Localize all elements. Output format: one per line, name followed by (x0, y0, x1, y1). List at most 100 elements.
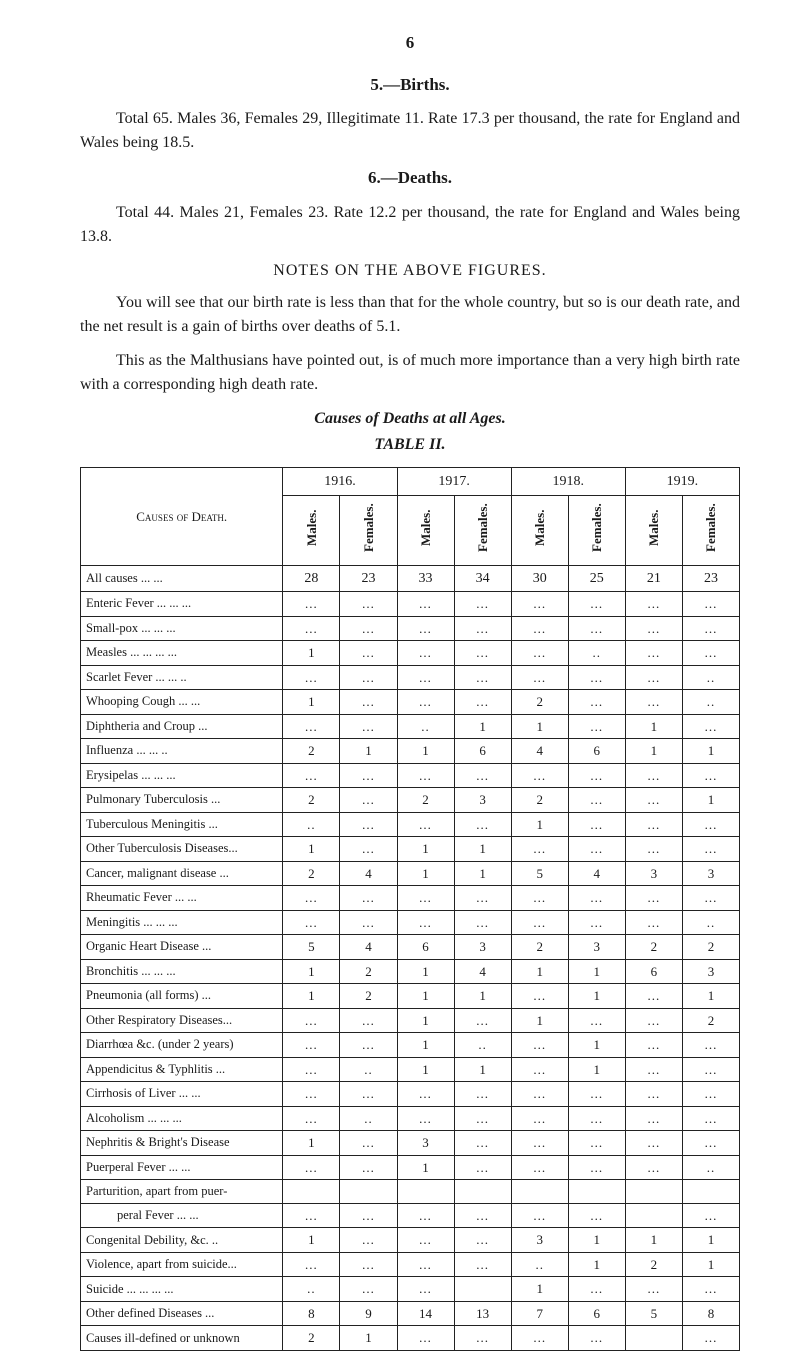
table-cell: ... (682, 812, 739, 837)
table-cell: ... (568, 1082, 625, 1107)
table-cell: ... (454, 1155, 511, 1180)
table-cell: ... (283, 616, 340, 641)
table-cell: ... (283, 592, 340, 617)
table-cell: ... (283, 1008, 340, 1033)
table-cell: 1 (283, 984, 340, 1009)
table-cell: ... (283, 1057, 340, 1082)
table-cell: 23 (682, 566, 739, 592)
table-cell: 6 (454, 739, 511, 764)
table-cell: ... (340, 1033, 397, 1058)
table-cell: .. (682, 1155, 739, 1180)
table-cell: 1 (511, 1277, 568, 1302)
table-cell: ... (340, 1131, 397, 1156)
table-cell: ... (511, 886, 568, 911)
table-cell: ... (340, 1082, 397, 1107)
table-row: Other defined Diseases ...8914137658 (81, 1301, 740, 1326)
table-cell: 1 (568, 984, 625, 1009)
table-cell: ... (340, 1008, 397, 1033)
table-cell: 1 (283, 1228, 340, 1253)
cause-label: Diphtheria and Croup ... (81, 714, 283, 739)
table-cell: ... (511, 1203, 568, 1228)
table-cell: 3 (568, 935, 625, 960)
table-cell: 6 (568, 739, 625, 764)
table-cell: ... (682, 1082, 739, 1107)
table-cell: ... (340, 1228, 397, 1253)
table-cell: ... (454, 1131, 511, 1156)
table-cell: ... (568, 1008, 625, 1033)
table-cell: 1 (397, 1155, 454, 1180)
table-cell: 23 (340, 566, 397, 592)
table-cell: 1 (625, 1228, 682, 1253)
table-cell: 3 (682, 959, 739, 984)
table-cell: 3 (511, 1228, 568, 1253)
table-row: Rheumatic Fever ... ....................… (81, 886, 740, 911)
table-cell: ... (340, 1155, 397, 1180)
table-cell: 2 (283, 739, 340, 764)
table-cell: ... (340, 910, 397, 935)
table-cell: 1 (454, 837, 511, 862)
table-cell: ... (511, 665, 568, 690)
table-cell: ... (511, 837, 568, 862)
table-cell: ... (397, 641, 454, 666)
table-cell: ... (340, 812, 397, 837)
table-cell: .. (283, 1277, 340, 1302)
table-cell (625, 1203, 682, 1228)
table-row: Scarlet Fever ... ... ..................… (81, 665, 740, 690)
table-cell: 1 (340, 739, 397, 764)
table-cell: ... (340, 837, 397, 862)
notes-para-1: You will see that our birth rate is less… (80, 291, 740, 339)
table-cell: ... (568, 1106, 625, 1131)
table-cell: 1 (397, 739, 454, 764)
table-row: Tuberculous Meningitis ..............1..… (81, 812, 740, 837)
table-row: All causes ... ...2823333430252123 (81, 566, 740, 592)
table-cell: ... (511, 616, 568, 641)
table-cell: ... (625, 1082, 682, 1107)
table-cell: 1 (454, 1057, 511, 1082)
table-cell: ... (397, 1277, 454, 1302)
cause-label: Puerperal Fever ... ... (81, 1155, 283, 1180)
cause-label: Parturition, apart from puer- (81, 1180, 283, 1204)
table-cell: 1 (397, 984, 454, 1009)
table-row: Cancer, malignant disease ...24115433 (81, 861, 740, 886)
table-cell: .. (511, 1252, 568, 1277)
table-cell: ... (625, 837, 682, 862)
table-cell: ... (454, 763, 511, 788)
table-cell: ... (511, 641, 568, 666)
cause-label: Meningitis ... ... ... (81, 910, 283, 935)
sub-females-1919: Females. (682, 495, 739, 566)
table-cell: ... (454, 641, 511, 666)
table-cell: 5 (625, 1301, 682, 1326)
table-cell: ... (625, 641, 682, 666)
table-row: Cirrhosis of Liver ... .................… (81, 1082, 740, 1107)
sub-males-1918: Males. (511, 495, 568, 566)
table-cell: 1 (511, 812, 568, 837)
table-cell: ... (625, 592, 682, 617)
table-year-row: Causes of Death. 1916. 1917. 1918. 1919. (81, 467, 740, 495)
table-cell: 1 (397, 1033, 454, 1058)
table-cell: .. (340, 1057, 397, 1082)
table-cell: ... (454, 592, 511, 617)
table-cell: ... (568, 837, 625, 862)
table-cell: ... (511, 763, 568, 788)
table-row: Other Tuberculosis Diseases...1...11....… (81, 837, 740, 862)
table-cell: 2 (511, 935, 568, 960)
year-1919: 1919. (625, 467, 739, 495)
table-cell (283, 1180, 340, 1204)
table-cell: ... (397, 665, 454, 690)
table-cell: 1 (454, 984, 511, 1009)
page-number: 6 (80, 30, 740, 56)
cause-label: Small-pox ... ... ... (81, 616, 283, 641)
table-cell: ... (625, 1277, 682, 1302)
table-cell: 8 (682, 1301, 739, 1326)
table-cell: ... (283, 1082, 340, 1107)
table-cell: ... (625, 1106, 682, 1131)
table-row: Organic Heart Disease ...54632322 (81, 935, 740, 960)
table-cell: 1 (568, 959, 625, 984)
cause-label: Pneumonia (all forms) ... (81, 984, 283, 1009)
cause-label: peral Fever ... ... (81, 1203, 283, 1228)
table-cell: ... (568, 616, 625, 641)
cause-label: Organic Heart Disease ... (81, 935, 283, 960)
table-row: Causes ill-defined or unknown21.........… (81, 1326, 740, 1351)
table-row: Nephritis & Bright's Disease1...3.......… (81, 1131, 740, 1156)
table-cell: 4 (454, 959, 511, 984)
